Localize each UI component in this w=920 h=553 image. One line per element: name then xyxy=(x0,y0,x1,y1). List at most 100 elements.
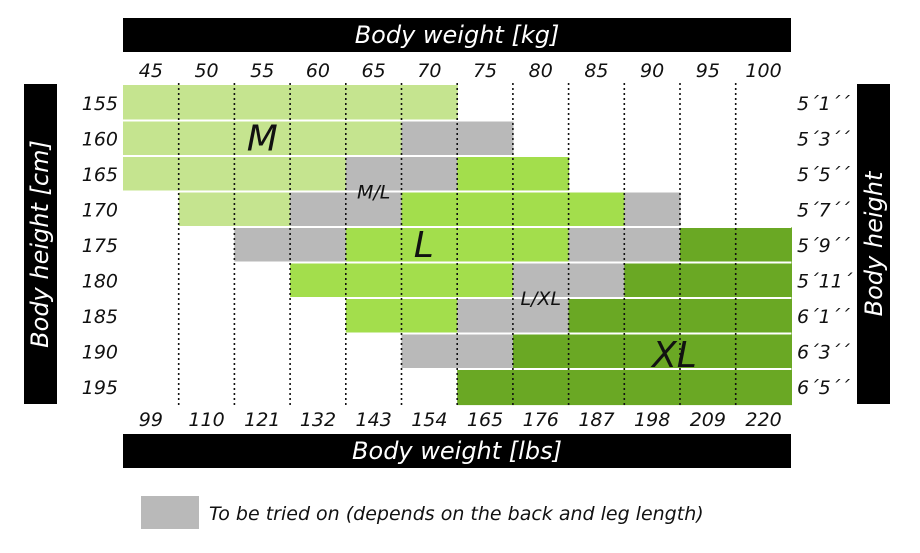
tick-kg: 100 xyxy=(745,60,781,82)
cell-l xyxy=(401,262,458,299)
tick-cm: 155 xyxy=(82,93,118,115)
tick-cm: 160 xyxy=(82,128,118,150)
cell-tryon xyxy=(457,120,514,157)
cell-l xyxy=(401,227,458,264)
cell-l xyxy=(512,156,570,193)
tick-ft: 5´1´´ xyxy=(797,93,850,115)
cell-xl xyxy=(512,369,570,406)
top-axis-label: Body weight [kg] xyxy=(355,21,560,49)
cell-xl xyxy=(680,227,737,264)
tick-kg: 75 xyxy=(473,60,497,82)
right-axis-label: Body height xyxy=(860,170,888,316)
cell-xl xyxy=(568,298,625,335)
tick-ft: 6´5´´ xyxy=(797,377,850,399)
tick-kg: 60 xyxy=(306,60,330,82)
cell-l xyxy=(401,298,458,335)
size-label-m: M xyxy=(247,118,278,159)
tick-ft: 5´11´´ xyxy=(797,270,862,292)
cell-m xyxy=(345,120,403,157)
tick-kg: 85 xyxy=(584,60,608,82)
cell-m xyxy=(123,85,180,122)
cell-m xyxy=(234,156,291,193)
tick-lbs: 110 xyxy=(188,409,224,431)
tick-lbs: 198 xyxy=(634,409,670,431)
cell-l xyxy=(345,298,403,335)
cell-tryon xyxy=(234,227,291,264)
cell-xl xyxy=(457,369,514,406)
cell-l xyxy=(457,227,514,264)
cell-l xyxy=(345,262,403,299)
cell-xl xyxy=(568,333,625,370)
cell-xl xyxy=(568,369,625,406)
cell-l xyxy=(345,227,403,264)
cell-m xyxy=(178,120,235,157)
cell-tryon xyxy=(624,191,681,228)
cell-xl xyxy=(680,262,737,299)
cell-xl xyxy=(735,369,792,406)
tick-lbs: 99 xyxy=(139,409,163,431)
cell-tryon xyxy=(401,333,458,370)
tick-cm: 165 xyxy=(82,164,118,186)
bottom-axis-bar xyxy=(123,434,791,468)
tick-kg: 70 xyxy=(417,60,441,82)
cell-l xyxy=(457,191,514,228)
cell-tryon xyxy=(401,156,458,193)
legend-text: To be tried on (depends on the back and … xyxy=(209,503,704,525)
cell-l xyxy=(512,191,570,228)
cell-xl xyxy=(624,298,681,335)
size-label-xl: XL xyxy=(650,335,697,376)
tick-labels: 45 50 55 60 65 70 75 80 85 90 95 100 99 110 121 132 143 1… xyxy=(82,60,863,431)
cell-m xyxy=(123,156,180,193)
cell-xl xyxy=(680,333,737,370)
cell-xl xyxy=(735,333,792,370)
size-label-l: L xyxy=(414,225,434,266)
size-grid xyxy=(123,85,792,406)
cell-tryon xyxy=(512,262,570,299)
cell-tryon xyxy=(568,262,625,299)
cell-tryon xyxy=(624,227,681,264)
tick-ft: 5´5´´ xyxy=(797,164,850,186)
tick-ft: 6´3´´ xyxy=(797,341,850,363)
tick-kg: 80 xyxy=(529,60,553,82)
tick-lbs: 220 xyxy=(745,409,781,431)
grid-lines xyxy=(123,83,792,407)
bottom-axis-label: Body weight [lbs] xyxy=(352,437,562,465)
cell-tryon xyxy=(345,156,403,193)
cell-xl xyxy=(512,333,570,370)
tick-kg: 55 xyxy=(250,60,274,82)
cell-m xyxy=(178,156,235,193)
cell-xl xyxy=(680,298,737,335)
cell-xl xyxy=(680,369,737,406)
cell-m xyxy=(234,85,291,122)
cell-tryon xyxy=(290,191,347,228)
tick-cm: 170 xyxy=(82,199,118,221)
tick-kg: 65 xyxy=(362,60,386,82)
cell-tryon xyxy=(345,191,403,228)
left-axis-bar xyxy=(24,84,57,404)
cell-l xyxy=(290,262,347,299)
tick-lbs: 143 xyxy=(356,409,392,431)
cell-tryon xyxy=(512,298,570,335)
cell-tryon xyxy=(568,227,625,264)
cell-l xyxy=(512,227,570,264)
cell-m xyxy=(345,85,403,122)
tick-kg: 90 xyxy=(640,60,664,82)
cell-m xyxy=(290,120,347,157)
tick-lbs: 187 xyxy=(578,409,614,431)
cell-m xyxy=(290,156,347,193)
cell-tryon xyxy=(457,333,514,370)
tick-kg: 50 xyxy=(194,60,218,82)
cell-l xyxy=(457,156,514,193)
cell-m xyxy=(234,191,291,228)
tick-lbs: 154 xyxy=(411,409,447,431)
cell-xl xyxy=(624,369,681,406)
tick-lbs: 121 xyxy=(244,409,280,431)
cell-xl xyxy=(735,227,792,264)
tick-lbs: 209 xyxy=(690,409,726,431)
cell-tryon xyxy=(457,298,514,335)
legend-swatch xyxy=(141,496,199,529)
cell-tryon xyxy=(401,120,458,157)
cell-l xyxy=(457,262,514,299)
tick-ft: 6´1´´ xyxy=(797,306,850,328)
cell-l xyxy=(568,191,625,228)
